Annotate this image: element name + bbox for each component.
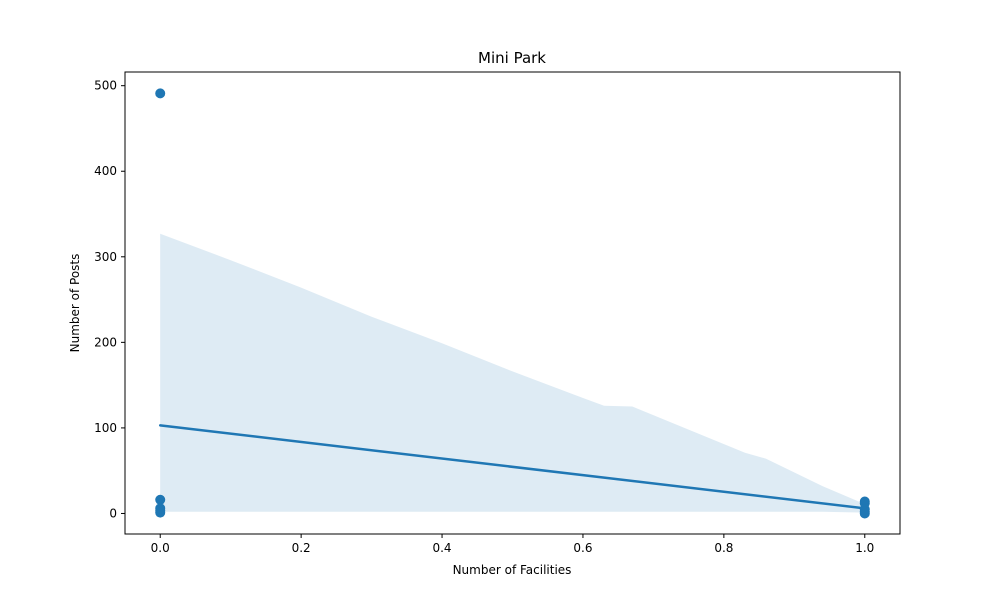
x-axis-ticks: 0.0 0.2 0.4 0.6 0.8 1.0 [151, 534, 874, 555]
x-tick-label: 0.0 [151, 541, 170, 555]
y-axis-label: Number of Posts [68, 254, 82, 353]
y-axis-ticks: 0 100 200 300 400 500 [94, 79, 125, 520]
chart-title: Mini Park [478, 49, 546, 67]
y-tick-label: 500 [94, 79, 117, 93]
y-tick-label: 400 [94, 164, 117, 178]
y-tick-label: 200 [94, 335, 117, 349]
confidence-band [160, 233, 865, 513]
y-tick-label: 300 [94, 250, 117, 264]
regression-line-layer [158, 424, 867, 510]
x-axis-label: Number of Facilities [453, 563, 572, 577]
data-point [155, 507, 166, 518]
data-point [155, 88, 166, 99]
x-tick-label: 0.2 [292, 541, 311, 555]
confidence-band-layer [160, 233, 865, 513]
x-tick-label: 0.4 [432, 541, 451, 555]
data-point [859, 508, 870, 519]
x-tick-label: 1.0 [855, 541, 874, 555]
x-tick-label: 0.6 [573, 541, 592, 555]
data-point [155, 494, 166, 505]
data-points-layer [155, 88, 870, 519]
y-tick-label: 0 [109, 506, 117, 520]
plot-area [155, 88, 870, 519]
x-tick-label: 0.8 [714, 541, 733, 555]
y-tick-label: 100 [94, 421, 117, 435]
regression-line [158, 424, 867, 510]
axes-frame [124, 71, 901, 535]
